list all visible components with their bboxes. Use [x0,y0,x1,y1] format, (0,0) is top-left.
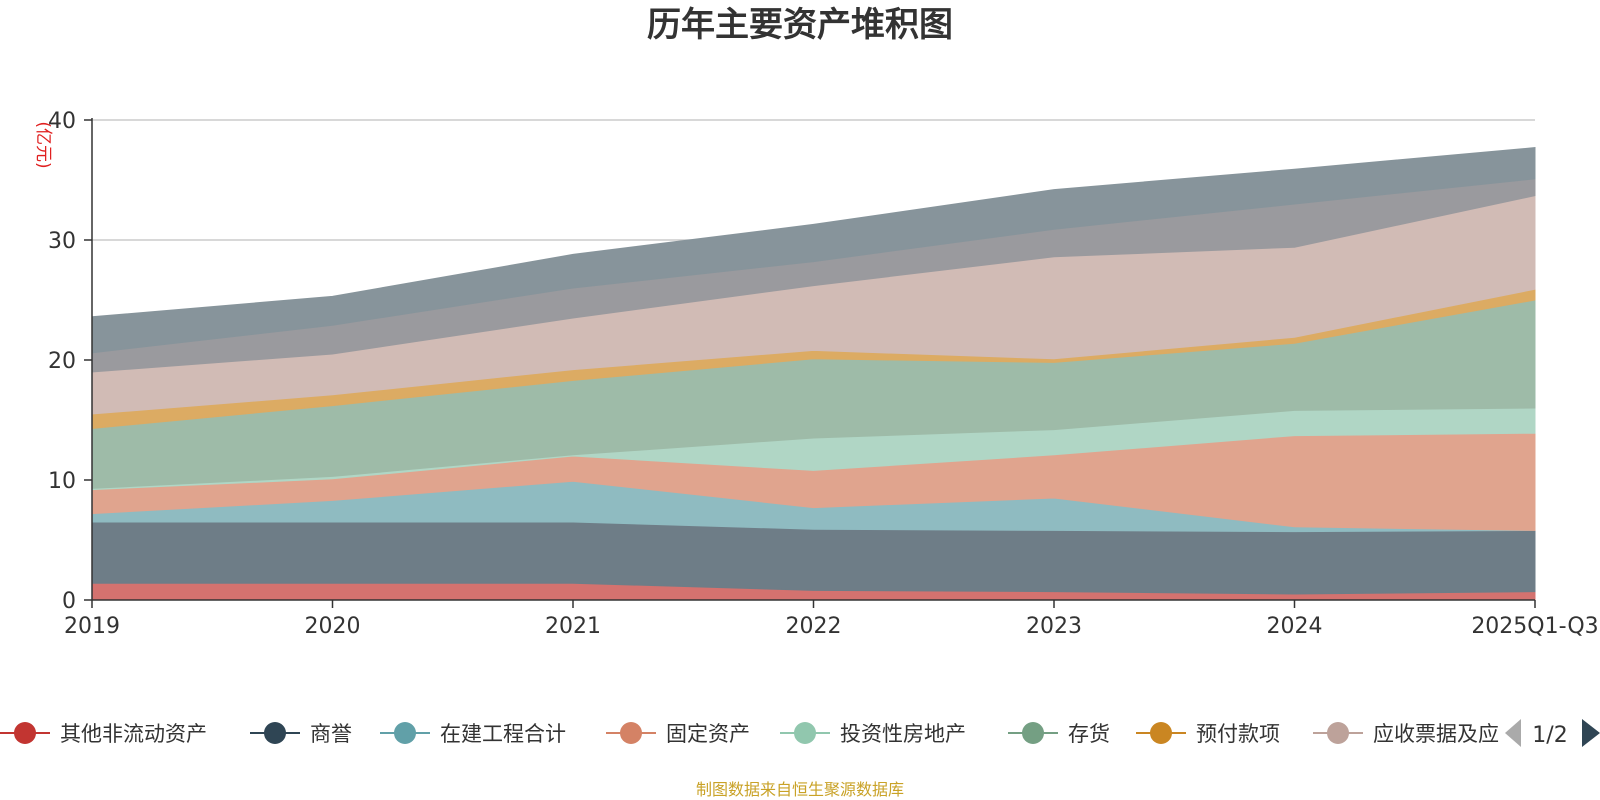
legend-item-6[interactable]: 存货 [1008,722,1110,746]
y-tick-label: 20 [48,349,76,374]
x-tick-label: 2021 [545,614,601,639]
source-note: 制图数据来自恒生聚源数据库 [696,780,904,799]
x-tick-label: 2024 [1267,614,1323,639]
y-tick-label: 0 [62,589,76,614]
legend-item-3[interactable]: 在建工程合计 [380,722,566,746]
legend-marker-icon [14,722,36,744]
legend-label: 应收票据及应收账款 [1373,722,1562,746]
legend-label: 预付款项 [1196,722,1280,746]
legend-label: 存货 [1068,722,1110,746]
legend-pager: 1/2 [1505,719,1600,748]
legend-page-indicator: 1/2 [1532,723,1567,748]
y-axis-unit-label: (亿元) [33,121,53,168]
legend: 其他非流动资产 商誉 在建工程合计 固定资产 投资性房地产 存货 预付款项 应收票据及应收账款 [0,722,1562,746]
legend-label: 投资性房地产 [840,722,966,746]
area-series-10 [91,147,1536,354]
legend-label: 固定资产 [666,722,750,746]
legend-prev-page-icon[interactable] [1505,719,1521,747]
y-tick-label: 40 [48,109,76,134]
legend-item-4[interactable]: 固定资产 [606,722,750,746]
legend-marker-icon [1022,722,1044,744]
y-tick-label: 10 [48,469,76,494]
x-tick-label: 2020 [305,614,361,639]
legend-item-8[interactable]: 应收票据及应收账款 [1313,722,1562,746]
y-tick-label: 30 [48,229,76,254]
area-series-2 [91,521,1536,595]
legend-item-5[interactable]: 投资性房地产 [780,722,966,746]
legend-item-7[interactable]: 预付款项 [1136,722,1280,746]
chart-title: 历年主要资产堆积图 [647,5,953,45]
legend-label: 其他非流动资产 [60,722,207,746]
legend-marker-icon [394,722,416,744]
legend-marker-icon [264,722,286,744]
legend-item-2[interactable]: 商誉 [250,722,352,746]
legend-marker-icon [620,722,642,744]
legend-next-page-icon[interactable] [1582,719,1600,747]
legend-label: 在建工程合计 [440,722,566,746]
legend-marker-icon [794,722,816,744]
legend-label: 商誉 [310,722,352,746]
x-tick-label: 2023 [1026,614,1082,639]
area-series-group [91,147,1536,601]
legend-item-1[interactable]: 其他非流动资产 [0,722,207,746]
x-tick-label: 2025Q1-Q3 [1471,614,1598,639]
axes: 0 10 20 30 40 2019 2020 2021 2022 2023 2024 2025Q1-… [48,109,1599,639]
x-tick-label: 2019 [64,614,120,639]
legend-marker-icon [1150,722,1172,744]
legend-marker-icon [1327,722,1349,744]
x-tick-label: 2022 [786,614,842,639]
